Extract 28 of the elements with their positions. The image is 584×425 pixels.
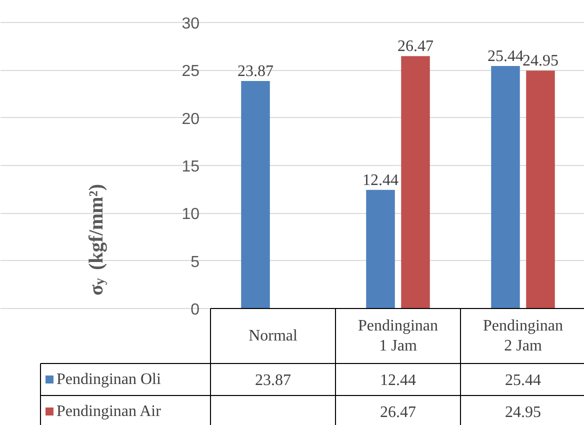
bar (401, 56, 430, 308)
legend-label: Pendinginan Air (56, 403, 162, 420)
y-tick-label: 15 (182, 158, 200, 176)
y-tick-label: 10 (182, 206, 200, 224)
x-tick-label: Normal (248, 328, 298, 344)
bar (241, 80, 270, 308)
y-tick-label: 25 (182, 63, 200, 80)
text: 12.44 (380, 372, 416, 389)
text: 25.44 (505, 372, 541, 389)
y-tick-label: 0 (190, 302, 200, 318)
data-label: 12.44 (362, 172, 398, 189)
text: 23.87 (255, 372, 291, 389)
data-label: 25.44 (488, 48, 524, 65)
bar (526, 70, 555, 308)
text: 24.95 (505, 404, 541, 421)
x-tick-label: Pendinginan 1 Jam (358, 317, 438, 355)
data-label: 24.95 (522, 52, 558, 70)
data-label: 26.47 (398, 38, 434, 56)
y-tick-label: 5 (190, 254, 200, 271)
y-tick-label: 30 (182, 16, 200, 32)
y-axis-title: σy (kgf/mm²) (86, 184, 108, 296)
legend-label: Pendinginan Oli (56, 371, 162, 388)
x-tick-label: Pendinginan 2 Jam (483, 317, 564, 355)
y-tick-label: 20 (182, 110, 200, 128)
text: 26.47 (380, 404, 416, 421)
bar (366, 190, 395, 308)
data-label: 23.87 (238, 62, 274, 80)
bar (491, 66, 520, 308)
